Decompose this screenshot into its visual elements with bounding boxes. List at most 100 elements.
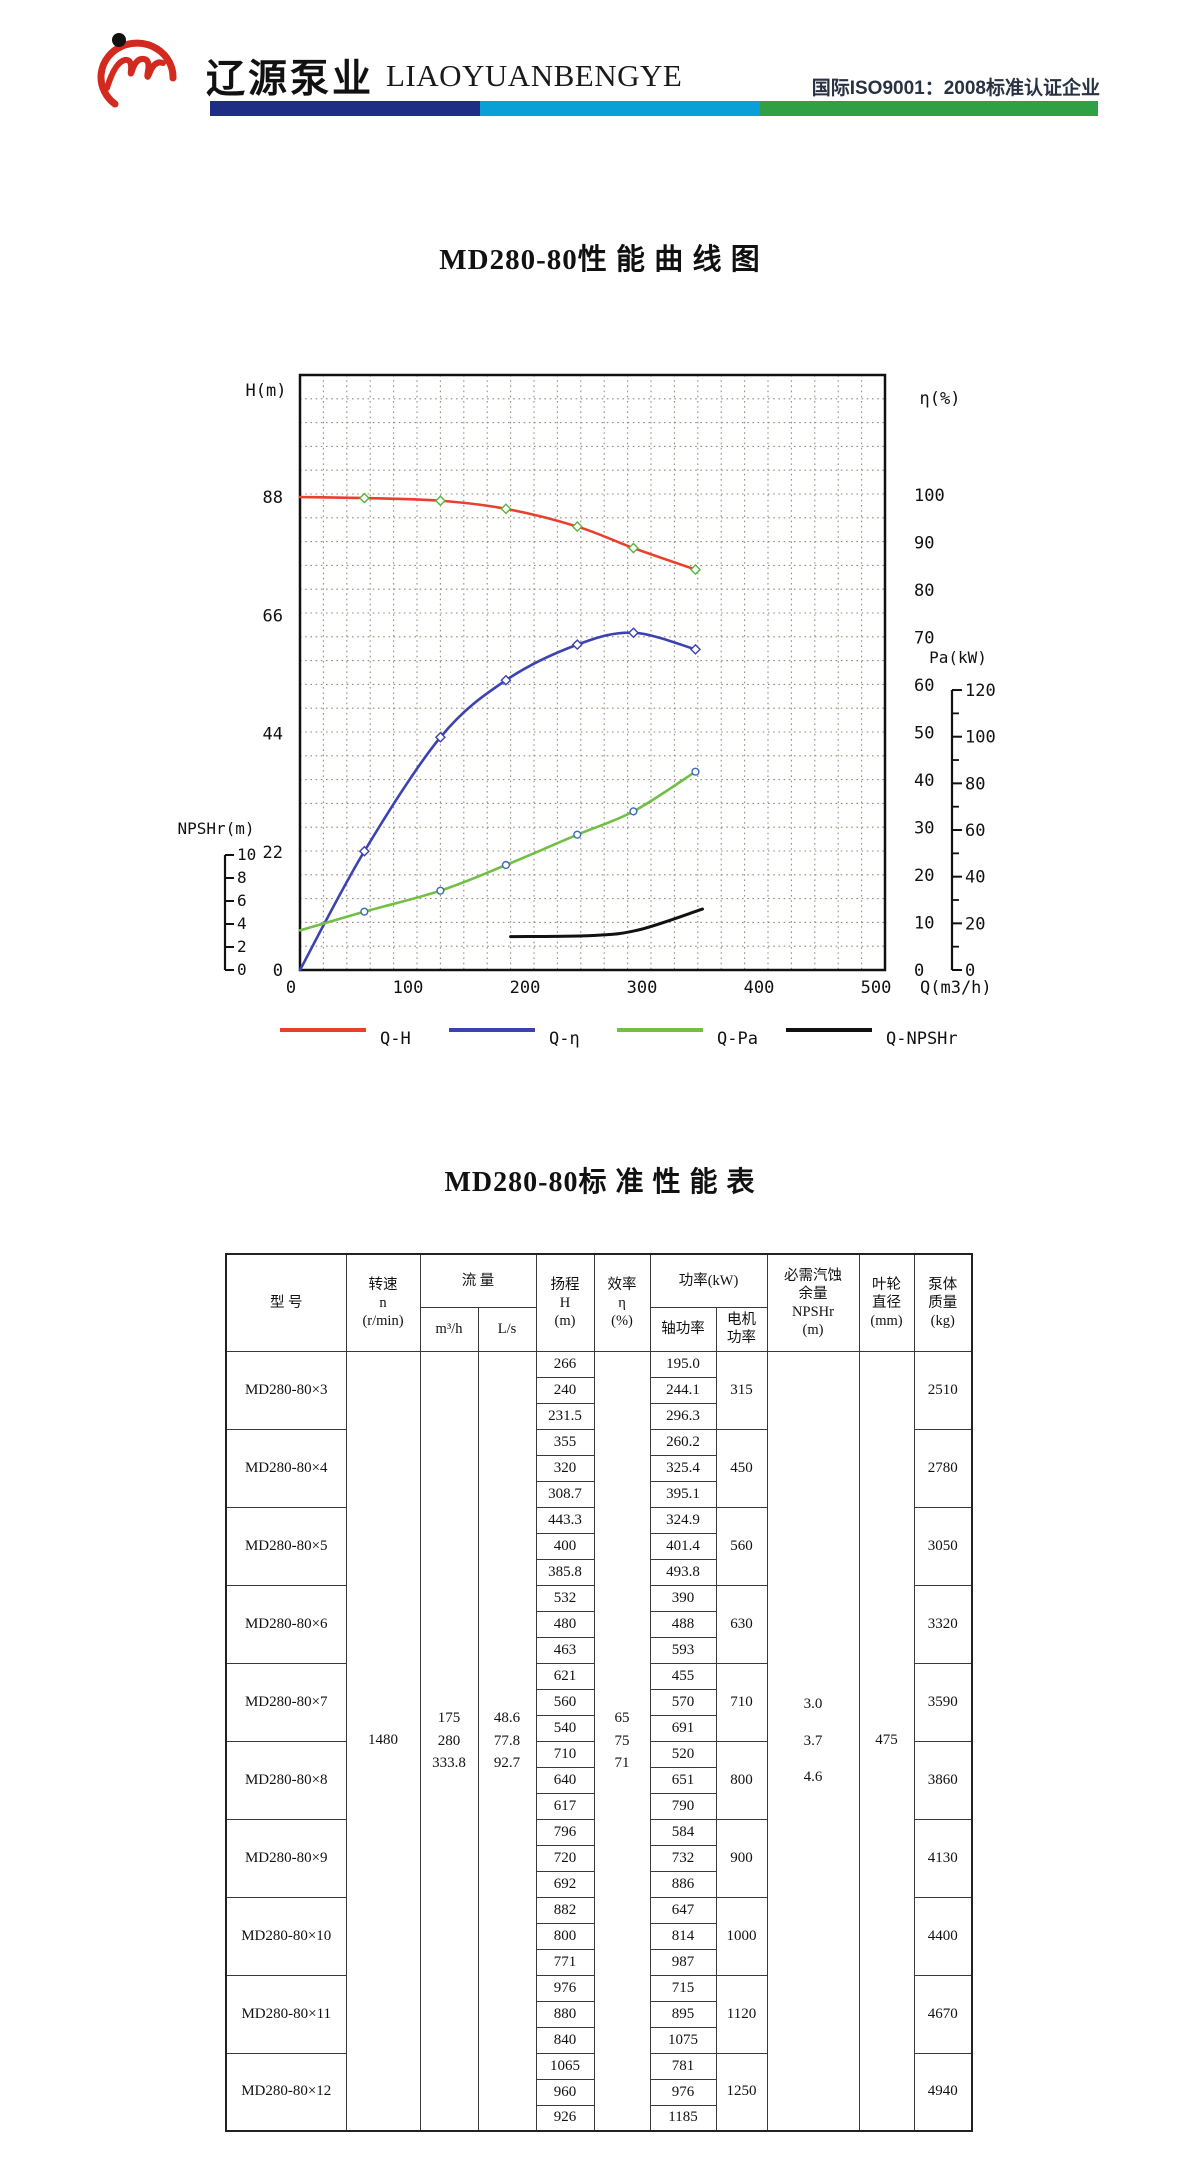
head-cell: 976 <box>535 1974 595 2002</box>
data-marker <box>627 542 639 554</box>
table-row: 231.5 296.3 <box>226 1402 972 1430</box>
performance-curve-chart: H(m)886644220η(%)0102030405060708090100P… <box>177 373 996 1049</box>
motor-power-cell: 900 <box>715 1818 768 1898</box>
npshr-axis-tick: 8 <box>237 868 247 887</box>
legend-label: Q-H <box>380 1029 411 1049</box>
npshr-axis-tick: 2 <box>237 937 247 956</box>
data-marker <box>500 674 512 686</box>
company-logo <box>97 33 177 108</box>
shaft-power-cell: 814 <box>649 1922 717 1950</box>
motor-power-cell: 1250 <box>715 2052 768 2132</box>
table-row: 480 488 <box>226 1610 972 1638</box>
series-Q-H <box>298 495 697 571</box>
head-cell: 540 <box>535 1714 595 1742</box>
npshr-axis-tick: 6 <box>237 891 247 910</box>
table-row: MD280-80×9 796 584 900 4130 <box>225 1818 973 1898</box>
shaft-power-cell: 781 <box>649 2052 717 2080</box>
head-cell: 443.3 <box>535 1506 595 1534</box>
table-row: 692 886 <box>226 1870 972 1898</box>
table-row: 385.8 493.8 <box>226 1558 972 1586</box>
shaft-power-cell: 886 <box>649 1870 717 1898</box>
h-axis-tick: 44 <box>263 725 283 745</box>
legend-label: Q-η <box>549 1029 580 1049</box>
table-header-row: 型 号转速 n (r/min) 流 量扬程 H (m) 效率 η (%) 功率(kW) 必需汽蚀 余量… <box>225 1253 973 1352</box>
x-axis-tick: 100 <box>393 978 424 998</box>
x-axis-label: Q(m3/h) <box>920 978 992 998</box>
data-marker <box>501 860 511 870</box>
data-marker <box>358 492 370 504</box>
pa-axis-tick: 60 <box>965 821 985 841</box>
shaft-power-cell: 401.4 <box>649 1532 717 1560</box>
logo-dot <box>112 33 126 47</box>
legend-label: Q-NPSHr <box>886 1029 958 1049</box>
head-cell: 617 <box>535 1792 595 1820</box>
head-cell: 880 <box>535 2000 595 2028</box>
data-marker <box>500 503 512 515</box>
table-header-cell: 流 量 <box>419 1253 537 1308</box>
table-row: MD280-80×8 710 520 800 3860 <box>225 1740 973 1820</box>
head-cell: 385.8 <box>535 1558 595 1586</box>
motor-power-cell: 1120 <box>715 1974 768 2054</box>
data-marker <box>571 639 583 651</box>
impeller-cell: 475 <box>858 1350 915 2132</box>
company-name-cn: 辽源泵业 <box>206 58 375 101</box>
table-row: MD280-80×7 621 455 710 3590 <box>225 1662 973 1742</box>
data-marker <box>573 830 582 839</box>
x-axis-tick: 200 <box>510 978 541 998</box>
x-axis-tick: 0 <box>286 978 296 998</box>
head-cell: 640 <box>535 1766 595 1794</box>
shaft-power-cell: 732 <box>649 1844 717 1872</box>
iso-certification-text: 国际ISO9001：2008标准认证企业 <box>811 78 1100 99</box>
x-axis-tick: 400 <box>744 978 775 998</box>
motor-power-cell: 630 <box>715 1584 768 1664</box>
data-marker <box>571 521 583 533</box>
table-header-cell: L/s <box>477 1306 537 1352</box>
shaft-power-cell: 651 <box>649 1766 717 1794</box>
npshr-axis-tick: 4 <box>237 914 247 933</box>
pa-axis-tick: 120 <box>965 681 996 701</box>
h-axis-tick: 66 <box>263 606 283 626</box>
table-header-cell: 功率(kW) <box>649 1253 768 1308</box>
company-name-en: LIAOYUANBENGYE <box>386 58 683 93</box>
shaft-power-cell: 260.2 <box>649 1428 717 1456</box>
table-row: MD280-80×6 532 390 630 3320 <box>225 1584 973 1664</box>
motor-power-cell: 560 <box>715 1506 768 1586</box>
model-cell: MD280-80×9 <box>225 1818 347 1898</box>
table-row: MD280-80×11 976 715 1120 4670 <box>225 1974 973 2054</box>
plot-border <box>298 373 887 972</box>
model-cell: MD280-80×3 <box>225 1350 347 1430</box>
model-cell: MD280-80×8 <box>225 1740 347 1820</box>
head-cell: 231.5 <box>535 1402 595 1430</box>
model-cell: MD280-80×11 <box>225 1974 347 2054</box>
mass-cell: 3320 <box>913 1584 973 1664</box>
table-row: 880 895 <box>226 2000 972 2028</box>
shaft-power-cell: 520 <box>649 1740 717 1768</box>
table-row: MD280-80×10 882 647 1000 4400 <box>225 1896 973 1976</box>
chart-title: MD280-80性 能 曲 线 图 <box>439 244 761 276</box>
table-row: 463 593 <box>226 1636 972 1664</box>
data-marker <box>434 495 446 507</box>
h-axis-tick: 88 <box>263 488 283 508</box>
bar-segment-blue <box>210 101 480 116</box>
head-cell: 800 <box>535 1922 595 1950</box>
table-row: 640 651 <box>226 1766 972 1794</box>
shaft-power-cell: 488 <box>649 1610 717 1638</box>
head-cell: 355 <box>535 1428 595 1456</box>
shaft-power-cell: 584 <box>649 1818 717 1846</box>
head-cell: 960 <box>535 2078 595 2106</box>
shaft-power-cell: 715 <box>649 1974 717 2002</box>
head-cell: 796 <box>535 1818 595 1846</box>
data-marker <box>360 907 369 916</box>
data-marker <box>629 807 638 816</box>
shaft-power-cell: 455 <box>649 1662 717 1690</box>
pa-axis-tick: 0 <box>965 961 975 981</box>
table-header-cell: 效率 η (%) <box>593 1253 651 1352</box>
table-header-cell: 型 号 <box>225 1253 347 1352</box>
motor-power-cell: 710 <box>715 1662 768 1742</box>
flow-ls-cell: 48.6 77.8 92.7 <box>477 1350 537 2132</box>
model-cell: MD280-80×6 <box>225 1584 347 1664</box>
mass-cell: 4940 <box>913 2052 973 2132</box>
motor-power-cell: 315 <box>715 1350 768 1430</box>
shaft-power-cell: 570 <box>649 1688 717 1716</box>
pa-axis-tick: 80 <box>965 774 985 794</box>
